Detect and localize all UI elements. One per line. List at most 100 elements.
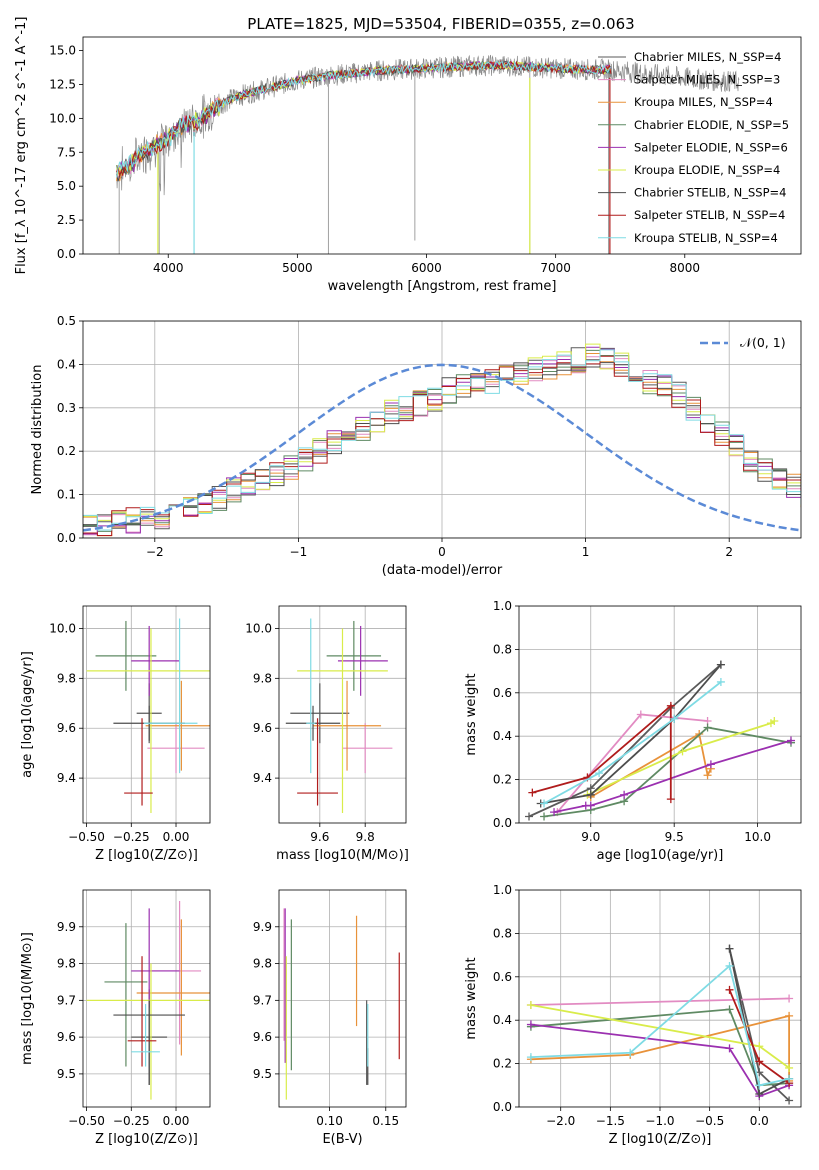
weight-marker [636, 710, 645, 719]
weight-marker [703, 723, 712, 732]
x-tick-label: 0 [438, 545, 446, 559]
y-tick-label: 9.6 [253, 1030, 272, 1044]
y-tick-label: 9.5 [57, 1067, 76, 1081]
weight-marker [725, 1005, 734, 1014]
axes-frame [82, 889, 211, 1108]
panel-mass-vs-Z: −0.50 −0.25 0.00 9.5 9.6 9.7 9.8 9.9 Z [log10(Z/… [20, 889, 211, 1147]
legend-label: Chabrier MILES, N_SSP=4 [634, 50, 781, 64]
x-axis-label: Z [log10(Z/Z⊙)] [609, 1132, 712, 1147]
weight-line [590, 732, 712, 798]
x-axis-label: Z [log10(Z/Z⊙)] [95, 1132, 198, 1147]
x-tick-label: 9.5 [665, 830, 684, 844]
x-tick-label: −1.0 [645, 1114, 674, 1128]
y-axis-label: age [log10(age/yr)] [20, 651, 35, 778]
axes-frame [82, 36, 802, 255]
y-tick-label: 10.0 [245, 621, 272, 635]
figure-title: PLATE=1825, MJD=53504, FIBERID=0355, z=0… [247, 15, 634, 33]
legend-label: Kroupa STELIB, N_SSP=4 [634, 231, 778, 245]
y-tick-label: 9.6 [253, 721, 272, 735]
weight-marker [666, 795, 675, 804]
weight-marker [716, 660, 725, 669]
weight-line [530, 1023, 790, 1098]
y-tick-label: 0.4 [493, 1013, 512, 1027]
x-axis-label: Z [log10(Z/Z⊙)] [95, 848, 198, 863]
weight-line [543, 726, 792, 818]
y-tick-label: 10.0 [49, 621, 76, 635]
x-tick-label: −0.25 [113, 1114, 150, 1128]
x-tick-label: 8000 [670, 261, 701, 275]
gaussian-curve [83, 363, 801, 532]
x-tick-label: 9.6 [310, 830, 329, 844]
x-axis-label: age [log10(age/yr)] [597, 848, 724, 863]
axes-frame [82, 605, 211, 824]
y-tick-label: 9.5 [253, 1067, 272, 1081]
axes-frame [518, 605, 802, 824]
legend-label: Salpeter MILES, N_SSP=3 [634, 73, 780, 87]
axes-frame [518, 889, 802, 1108]
panel-age-vs-mass: 9.6 9.8 9.4 9.6 9.8 10.0 mass [log10(M/M⊙)] [245, 605, 409, 863]
weight-marker [785, 1063, 794, 1072]
residual-histogram [83, 353, 801, 537]
y-tick-label: 0.0 [493, 1100, 512, 1114]
y-axis-label: mass [log10(M/M⊙)] [20, 932, 35, 1065]
x-tick-label: −0.25 [113, 830, 150, 844]
x-tick-label: −0.5 [695, 1114, 724, 1128]
y-tick-label: 0.1 [57, 488, 76, 502]
x-tick-label: −0.50 [68, 830, 105, 844]
x-tick-label: −2.0 [546, 1114, 575, 1128]
x-tick-label: −0.50 [68, 1114, 105, 1128]
panel-residuals: −2 −1 0 1 2 0.0 0.1 0.2 0.3 0.4 0.5 (data-model)/er… [30, 314, 802, 578]
y-tick-label: 0.2 [493, 1057, 512, 1071]
weight-marker [525, 812, 534, 821]
y-tick-label: 9.6 [57, 1030, 76, 1044]
x-tick-label: 2 [725, 545, 733, 559]
y-tick-label: 9.7 [57, 993, 76, 1007]
y-tick-label: 0.0 [57, 531, 76, 545]
plot-area [279, 606, 406, 823]
y-tick-label: 9.7 [253, 993, 272, 1007]
weight-marker [550, 808, 559, 817]
weight-marker [725, 944, 734, 953]
legend-label: Chabrier ELODIE, N_SSP=5 [634, 118, 789, 132]
residual-histogram [83, 355, 801, 536]
y-axis-label: Normed distribution [30, 365, 45, 495]
y-tick-label: 9.6 [57, 721, 76, 735]
x-axis-label: (data-model)/error [382, 563, 503, 578]
weight-line [543, 681, 722, 805]
x-tick-label: 5000 [282, 261, 313, 275]
weight-marker [785, 1074, 794, 1083]
x-tick-label: 9.0 [581, 830, 600, 844]
y-tick-label: 5.0 [57, 179, 76, 193]
plot-area [83, 321, 801, 538]
weight-marker [620, 790, 629, 799]
y-axis-label: mass weight [464, 957, 479, 1039]
y-tick-label: 0.4 [57, 357, 76, 371]
weight-line [587, 720, 775, 796]
y-axis-label: Flux [f_λ 10^-17 erg cm^-2 s^-1 A^-1] [14, 17, 29, 275]
weight-marker [770, 717, 779, 726]
axes-frame [278, 605, 407, 824]
weight-marker [595, 769, 604, 778]
plot-area [83, 890, 210, 1107]
weight-line [540, 664, 722, 805]
x-axis-label: mass [log10(M/M⊙)] [276, 848, 409, 863]
y-tick-label: 9.8 [57, 957, 76, 971]
y-tick-label: 0.6 [493, 686, 512, 700]
x-axis-label: wavelength [Angstrom, rest frame] [328, 279, 557, 294]
y-tick-label: 0.2 [57, 444, 76, 458]
x-tick-label: 7000 [540, 261, 571, 275]
residual-histogram [83, 349, 801, 531]
x-tick-label: 9.8 [356, 830, 375, 844]
y-tick-label: 7.5 [57, 145, 76, 159]
weight-marker [785, 1011, 794, 1020]
weight-marker [703, 771, 712, 780]
y-tick-label: 1.0 [493, 883, 512, 897]
weight-line [532, 703, 672, 800]
y-tick-label: 0.4 [493, 729, 512, 743]
weight-marker [670, 714, 679, 723]
weight-marker [785, 994, 794, 1003]
spectrum-legend: Chabrier MILES, N_SSP=4 Salpeter MILES, N… [598, 50, 789, 245]
weight-marker [528, 788, 537, 797]
weight-marker [755, 1081, 764, 1090]
residual-histogram [83, 355, 801, 536]
